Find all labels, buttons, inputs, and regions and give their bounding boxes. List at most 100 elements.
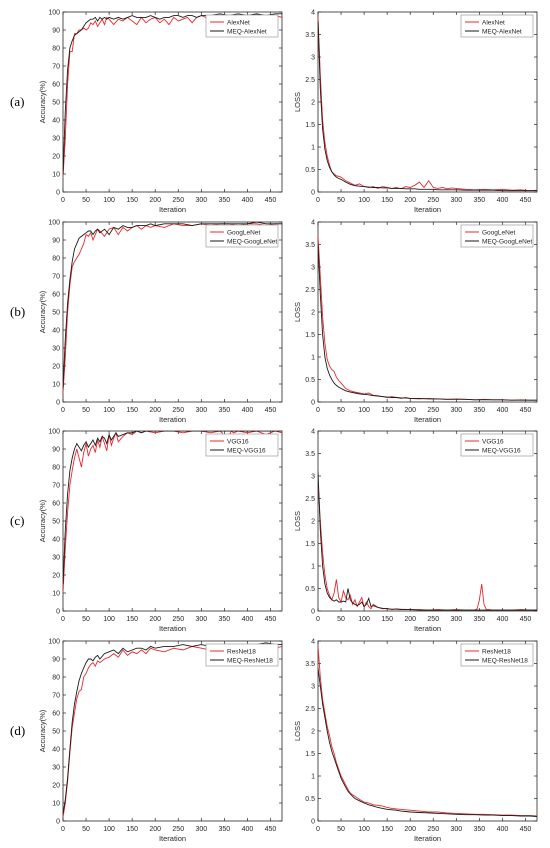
x-tick-label: 0 — [61, 826, 65, 833]
y-tick-label: 70 — [52, 64, 60, 71]
legend-entry: AlexNet — [482, 20, 505, 27]
x-axis-label: Iteration — [159, 205, 186, 214]
y-tick-label: 50 — [52, 729, 60, 736]
y-tick-label: 4 — [311, 10, 315, 17]
x-tick-label: 150 — [126, 197, 138, 204]
x-tick-label: 400 — [242, 407, 254, 414]
x-tick-label: 200 — [149, 407, 161, 414]
x-tick-label: 350 — [219, 826, 231, 833]
y-tick-label: 30 — [52, 765, 60, 772]
y-tick-label: 1.5 — [305, 751, 315, 758]
x-tick-label: 150 — [126, 407, 138, 414]
y-tick-label: 4 — [311, 220, 315, 227]
chart-panel: 0 50 100 150 200 250 300 350 400 450 0 10 20 30 40 50 60… — [38, 10, 283, 214]
x-tick-label: 250 — [172, 616, 184, 623]
y-tick-label: 1.5 — [305, 541, 315, 548]
y-tick-label: 0.5 — [305, 796, 315, 803]
y-tick-label: 10 — [52, 801, 60, 808]
y-tick-label: 70 — [52, 483, 60, 490]
series-line-1 — [63, 431, 282, 585]
plot-area — [62, 640, 283, 822]
x-tick-label: 50 — [337, 197, 345, 204]
y-tick-label: 1 — [311, 145, 315, 152]
x-axis-label: Iteration — [159, 624, 186, 633]
legend-entry: ResNet18 — [227, 649, 256, 656]
x-tick-label: 200 — [149, 197, 161, 204]
x-tick-label: 150 — [381, 407, 393, 414]
x-tick-label: 450 — [265, 407, 277, 414]
x-tick-label: 150 — [126, 616, 138, 623]
y-tick-label: 80 — [52, 465, 60, 472]
x-tick-label: 100 — [358, 407, 370, 414]
y-tick-label: 2.5 — [305, 496, 315, 503]
x-tick-label: 400 — [242, 616, 254, 623]
y-tick-label: 2 — [311, 519, 315, 526]
x-tick-label: 400 — [242, 826, 254, 833]
y-tick-label: 0.5 — [305, 377, 315, 384]
y-axis-label: LOSS — [293, 92, 302, 112]
y-tick-label: 30 — [52, 346, 60, 353]
y-tick-label: 1 — [311, 774, 315, 781]
y-tick-label: 2 — [311, 310, 315, 317]
series-line-1 — [318, 20, 537, 192]
x-tick-label: 250 — [172, 826, 184, 833]
y-tick-label: 40 — [52, 747, 60, 754]
y-axis-label: LOSS — [293, 511, 302, 531]
x-tick-label: 450 — [265, 616, 277, 623]
y-tick-label: 100 — [48, 429, 60, 436]
y-tick-label: 0 — [311, 400, 315, 407]
y-tick-label: 0 — [311, 609, 315, 616]
y-tick-label: 90 — [52, 238, 60, 245]
x-tick-label: 350 — [474, 407, 486, 414]
plot-area — [317, 11, 538, 193]
x-tick-label: 50 — [337, 826, 345, 833]
x-tick-label: 0 — [61, 197, 65, 204]
y-tick-label: 2 — [311, 100, 315, 107]
x-tick-label: 200 — [149, 616, 161, 623]
y-tick-label: 4 — [311, 429, 315, 436]
x-axis-label: Iteration — [414, 624, 441, 633]
y-tick-label: 30 — [52, 555, 60, 562]
x-tick-label: 300 — [195, 826, 207, 833]
chart-panel: 0 50 100 150 200 250 300 350 400 450 0 0.5 1 1.5 2 2.5 3… — [293, 429, 538, 633]
x-axis-label: Iteration — [414, 834, 441, 843]
y-tick-label: 0 — [311, 819, 315, 826]
y-tick-label: 100 — [48, 10, 60, 17]
x-tick-label: 250 — [172, 407, 184, 414]
y-tick-label: 60 — [52, 292, 60, 299]
y-tick-label: 3.5 — [305, 661, 315, 668]
x-tick-label: 100 — [358, 826, 370, 833]
x-tick-label: 300 — [450, 407, 462, 414]
x-tick-label: 50 — [82, 197, 90, 204]
x-tick-label: 350 — [219, 197, 231, 204]
y-tick-label: 20 — [52, 154, 60, 161]
legend-entry: MEQ-AlexNet — [482, 29, 522, 36]
x-tick-label: 50 — [337, 407, 345, 414]
x-tick-label: 150 — [126, 826, 138, 833]
y-tick-label: 3.5 — [305, 32, 315, 39]
chart-panel: 0 50 100 150 200 250 300 350 400 450 0 0.5 1 1.5 2 2.5 3… — [293, 639, 538, 843]
x-tick-label: 200 — [404, 407, 416, 414]
y-tick-label: 80 — [52, 256, 60, 263]
plot-area — [317, 221, 538, 403]
y-tick-label: 3.5 — [305, 451, 315, 458]
x-tick-label: 400 — [497, 197, 509, 204]
y-tick-label: 3 — [311, 474, 315, 481]
y-tick-label: 90 — [52, 447, 60, 454]
y-tick-label: 3 — [311, 265, 315, 272]
x-tick-label: 350 — [474, 616, 486, 623]
legend-entry: GoogLeNet — [227, 230, 260, 237]
x-tick-label: 450 — [265, 197, 277, 204]
y-tick-label: 20 — [52, 364, 60, 371]
y-tick-label: 10 — [52, 382, 60, 389]
x-axis-label: Iteration — [159, 834, 186, 843]
y-tick-label: 2.5 — [305, 706, 315, 713]
x-tick-label: 400 — [242, 197, 254, 204]
x-tick-label: 250 — [427, 826, 439, 833]
charts-grid: 0 50 100 150 200 250 300 350 400 4500102030405060… — [38, 10, 538, 843]
legend-entry: MEQ-ResNet18 — [227, 658, 273, 665]
x-tick-label: 200 — [149, 826, 161, 833]
x-tick-label: 0 — [316, 826, 320, 833]
y-tick-label: 100 — [48, 639, 60, 646]
